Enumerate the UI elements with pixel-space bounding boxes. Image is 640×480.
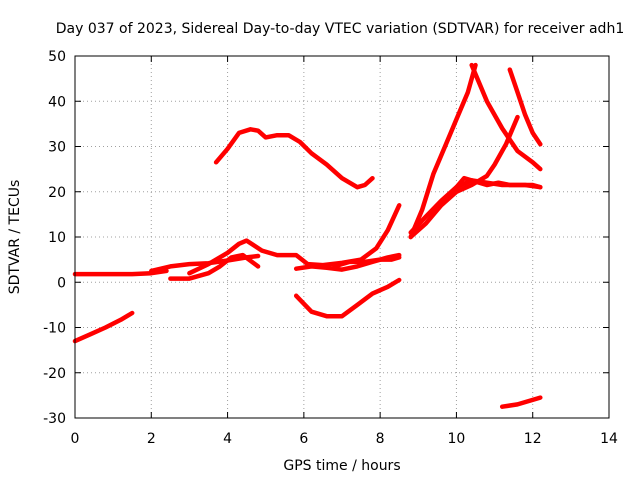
series-s4: [168, 252, 261, 281]
series-s2: [72, 310, 135, 344]
y-tick-label: -10: [43, 321, 66, 337]
y-tick-labels: -30 -20 -10 0 10 20 30 40 50: [43, 49, 66, 427]
x-axis-label: GPS time / hours: [283, 458, 400, 474]
x-tick-labels: 0 2 4 6 8 10 12 14: [71, 431, 618, 447]
y-tick-label: 10: [48, 230, 66, 246]
x-tick-label: 12: [524, 431, 542, 447]
y-tick-label: 30: [48, 140, 66, 156]
series-s15: [507, 67, 543, 147]
y-tick-label: 50: [48, 49, 66, 65]
series-s1: [72, 268, 169, 277]
series-s5: [187, 203, 402, 276]
x-tick-label: 2: [147, 431, 156, 447]
series-s7: [332, 255, 402, 269]
y-tick-label: -20: [43, 366, 66, 382]
data-series: [72, 62, 543, 409]
grid-lines: [75, 56, 609, 418]
y-tick-label: 20: [48, 185, 66, 201]
series-s13: [446, 175, 543, 199]
y-tick-label: -30: [43, 411, 66, 427]
x-tick-label: 10: [448, 431, 466, 447]
series-s11: [408, 114, 520, 240]
series-s16: [499, 395, 543, 409]
x-tick-label: 14: [600, 431, 618, 447]
chart-title: Day 037 of 2023, Sidereal Day-to-day VTE…: [56, 21, 624, 37]
axis-ticks: [74, 55, 610, 419]
x-tick-label: 8: [376, 431, 385, 447]
series-s14: [469, 62, 543, 172]
series-s12: [408, 62, 478, 240]
x-tick-label: 6: [299, 431, 308, 447]
y-axis-label: SDTVAR / TECUs: [7, 180, 23, 295]
series-s8: [293, 277, 402, 319]
series-s9: [213, 127, 375, 190]
x-tick-label: 4: [223, 431, 232, 447]
y-tick-label: 0: [57, 275, 66, 291]
y-tick-label: 40: [48, 94, 66, 110]
x-tick-label: 0: [71, 431, 80, 447]
